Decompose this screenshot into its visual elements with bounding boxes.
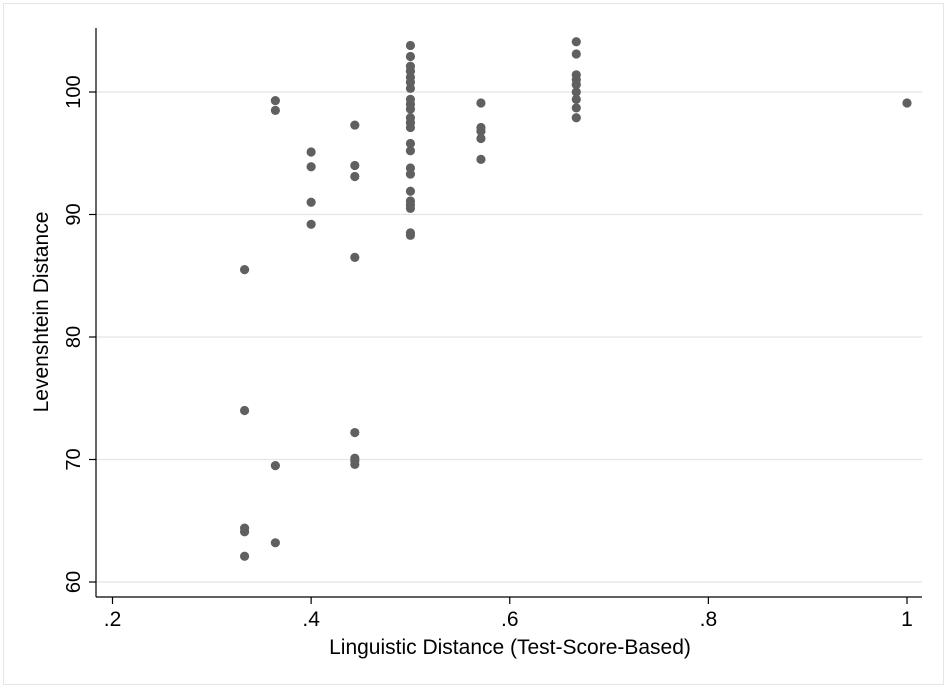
data-point — [571, 37, 581, 47]
data-point — [405, 186, 416, 196]
data-point — [270, 538, 280, 548]
data-point — [405, 138, 416, 149]
y-tick-label: 70 — [63, 448, 85, 470]
data-point — [405, 104, 416, 114]
y-tick-label: 90 — [63, 203, 85, 225]
data-point — [350, 252, 360, 262]
data-point — [405, 169, 416, 179]
outer-border — [3, 3, 944, 685]
data-point — [306, 197, 316, 207]
x-tick-label: .4 — [302, 608, 320, 631]
x-tick-label: .2 — [104, 608, 122, 631]
data-point — [571, 113, 581, 123]
data-point — [476, 98, 486, 108]
data-point — [350, 459, 360, 469]
data-point — [239, 551, 250, 561]
data-points — [239, 37, 912, 561]
data-point — [405, 40, 416, 51]
x-tick-label: 1 — [901, 608, 913, 631]
data-point — [405, 83, 416, 93]
y-tick-label: 100 — [63, 75, 85, 108]
data-point — [902, 98, 912, 108]
x-axis-label: Linguistic Distance (Test-Score-Based) — [329, 636, 691, 659]
data-point — [350, 171, 360, 182]
x-tick-label: .8 — [700, 608, 718, 631]
data-point — [571, 87, 581, 97]
data-point — [350, 120, 360, 130]
data-point — [571, 103, 581, 113]
y-tick-label: 80 — [63, 326, 85, 348]
data-point — [405, 122, 416, 133]
axes — [89, 28, 922, 604]
data-point — [306, 147, 316, 157]
gridlines — [96, 91, 922, 583]
data-point — [239, 265, 250, 275]
data-point — [239, 527, 250, 537]
data-point — [405, 203, 416, 213]
data-point — [571, 49, 581, 59]
y-axis-label: Levenshtein Distance — [30, 212, 53, 413]
data-point — [350, 160, 360, 171]
x-tick-label: .6 — [501, 608, 519, 631]
data-point — [306, 162, 316, 172]
data-point — [270, 105, 280, 115]
data-point — [476, 154, 486, 164]
data-point — [476, 126, 486, 136]
data-point — [571, 80, 581, 90]
data-point — [239, 405, 250, 416]
data-point — [270, 461, 280, 471]
y-tick-label: 60 — [63, 571, 85, 593]
data-point — [306, 219, 316, 229]
data-point — [476, 133, 486, 144]
data-point — [571, 94, 581, 104]
data-point — [405, 146, 416, 156]
data-point — [350, 427, 360, 438]
tick-labels: 60 70 80 90 100 .2 .4 .6 .8 1 — [63, 75, 913, 631]
data-point — [405, 51, 416, 62]
data-point — [270, 95, 280, 106]
data-point — [405, 230, 416, 240]
